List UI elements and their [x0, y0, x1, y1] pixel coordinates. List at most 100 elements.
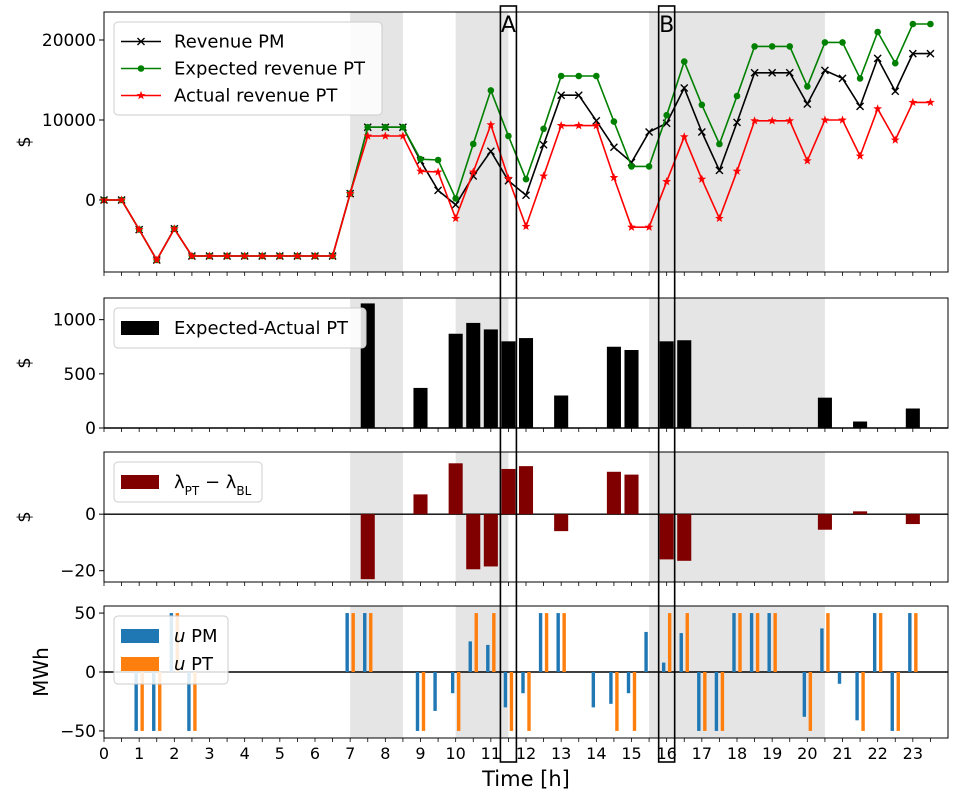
bar	[187, 672, 191, 731]
panel-2: 0 500 1000 $ Expected-Actual PT	[14, 297, 949, 439]
bar	[644, 631, 648, 672]
y-tick-label: −50	[60, 722, 96, 742]
data-point	[767, 116, 777, 125]
y-tick-label: −20	[60, 562, 96, 582]
shaded-region	[350, 452, 403, 582]
x-tick-label: 8	[380, 744, 390, 763]
data-point	[187, 251, 197, 260]
x-axis-label: Time [h]	[481, 767, 570, 791]
bar	[773, 613, 777, 672]
data-point	[856, 102, 865, 111]
data-point	[557, 72, 565, 80]
x-tick-label: 14	[586, 744, 606, 763]
bar	[521, 672, 525, 694]
data-point	[785, 68, 794, 77]
bar	[808, 672, 813, 731]
data-point	[874, 28, 881, 36]
data-point	[751, 43, 758, 50]
legend-marker	[137, 37, 145, 46]
data-point	[486, 120, 496, 129]
bar	[503, 672, 508, 708]
x-tick-label: 6	[310, 744, 320, 763]
bar	[606, 346, 621, 428]
bar	[896, 672, 900, 731]
x-tick-label: 22	[867, 744, 887, 763]
bar	[360, 514, 375, 580]
x-tick-label: 17	[692, 744, 712, 763]
data-point	[345, 189, 355, 198]
bar	[483, 329, 498, 428]
bar	[767, 613, 771, 672]
x-tick-label: 0	[99, 744, 109, 763]
data-point	[222, 251, 232, 260]
x-tick-label: 19	[762, 744, 782, 763]
y-axis-label: MWh	[29, 647, 53, 697]
bar	[755, 613, 760, 672]
data-point	[575, 72, 583, 80]
legend-swatch	[121, 475, 159, 489]
data-point	[205, 251, 214, 260]
data-point	[908, 97, 918, 107]
data-point	[838, 115, 847, 124]
data-point	[152, 255, 162, 264]
data-point	[644, 222, 654, 231]
bar	[413, 387, 428, 428]
bar	[661, 662, 666, 672]
data-point	[451, 200, 460, 209]
y-tick-label: 50	[74, 604, 96, 624]
data-point	[855, 151, 865, 160]
bar	[466, 322, 481, 428]
legend-box	[113, 307, 367, 349]
x-tick-label: 16	[656, 744, 676, 763]
bar	[802, 672, 807, 717]
bar	[817, 514, 832, 530]
legend-marker	[136, 90, 146, 100]
panel-3: −20 0 $ λPT − λBL	[14, 451, 949, 586]
data-point	[117, 195, 126, 204]
x-tick-label: 15	[621, 744, 641, 763]
data-point	[592, 116, 601, 125]
bar	[554, 514, 569, 532]
data-point	[469, 140, 477, 148]
bar	[413, 494, 428, 515]
bar	[492, 613, 496, 672]
axes-frame	[103, 297, 949, 429]
bar	[468, 641, 472, 672]
legend: λPT − λBL	[113, 461, 263, 503]
data-point	[433, 167, 443, 176]
bar	[538, 613, 543, 672]
legend-label: Expected revenue PT	[174, 59, 366, 80]
bar	[609, 672, 613, 704]
bar	[433, 672, 437, 711]
data-point	[697, 128, 706, 136]
legend-label: u PM	[174, 626, 218, 647]
data-point	[628, 163, 635, 170]
data-point	[663, 111, 670, 119]
data-point	[768, 43, 776, 50]
x-tick-label: 2	[169, 744, 179, 763]
bar	[158, 672, 162, 731]
highlight-label: B	[659, 13, 674, 38]
bar	[518, 466, 534, 515]
data-point	[786, 43, 794, 50]
bar	[152, 672, 156, 731]
axes-frame	[103, 11, 949, 273]
y-tick-label: 0	[85, 191, 96, 211]
y-tick-label: 500	[64, 365, 96, 385]
series-2	[140, 613, 918, 731]
bar	[703, 672, 707, 731]
data-point	[468, 167, 478, 176]
data-point	[627, 222, 636, 231]
data-point	[716, 140, 723, 148]
data-point	[680, 84, 689, 92]
bar	[817, 397, 832, 428]
bar	[677, 514, 692, 561]
data-point	[556, 121, 566, 130]
legend-box	[113, 21, 383, 116]
bar	[685, 613, 689, 672]
data-point	[680, 58, 688, 65]
y-tick-label: 0	[85, 419, 96, 439]
data-point	[521, 221, 531, 231]
data-point	[645, 163, 653, 170]
